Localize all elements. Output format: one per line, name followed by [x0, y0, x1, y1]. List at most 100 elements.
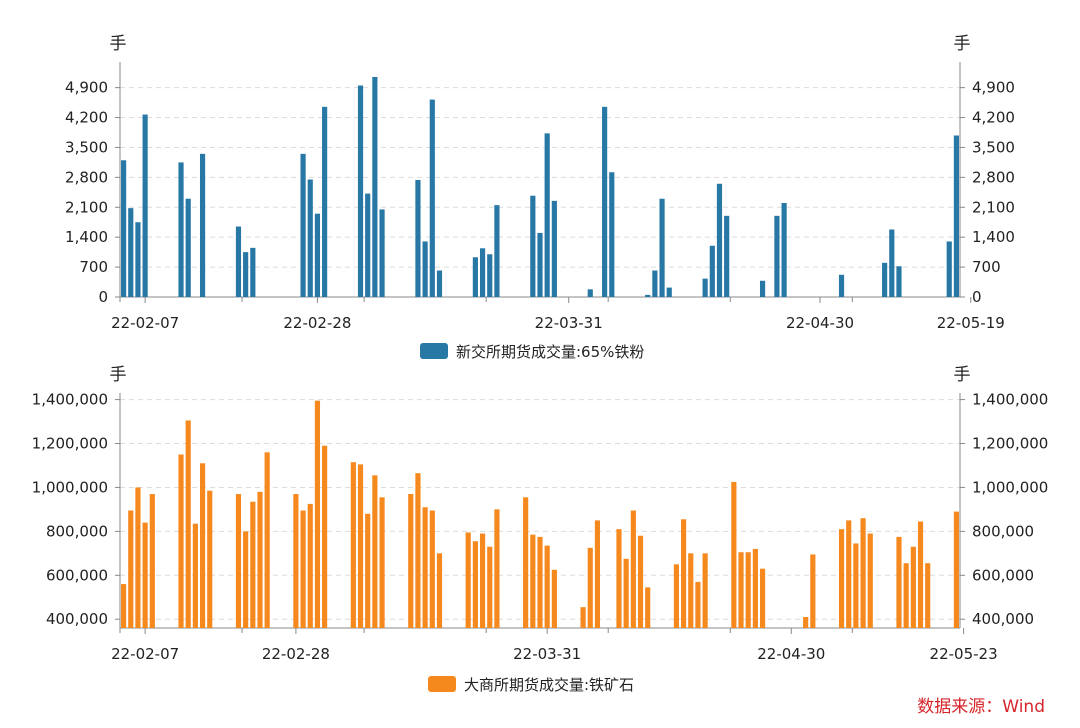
y-tick-label-right: 2,100 [972, 198, 1015, 216]
top-left-unit-label: 手 [110, 34, 127, 54]
bar [135, 487, 141, 628]
bar [243, 531, 249, 628]
bar [415, 473, 421, 628]
y-tick-label-right: 2,800 [972, 168, 1015, 186]
bar [479, 248, 486, 297]
x-tick-label: 22-02-28 [283, 314, 351, 332]
bar [322, 445, 328, 628]
bar [594, 520, 601, 628]
bar [587, 547, 593, 628]
bottom-legend-swatch [428, 676, 456, 692]
y-tick-label-right: 800,000 [972, 522, 1034, 540]
bar [307, 503, 313, 628]
bar [537, 536, 543, 628]
bar [185, 198, 191, 297]
bar [953, 135, 959, 297]
y-tick-label-left: 2,100 [65, 198, 108, 216]
bar [142, 114, 148, 297]
bar [314, 400, 321, 628]
bar [472, 257, 478, 297]
y-tick-label-left: 700 [79, 258, 108, 276]
x-tick-label: 22-02-07 [111, 314, 179, 332]
bar [666, 287, 672, 297]
y-tick-label-left: 4,900 [65, 79, 108, 97]
bar [300, 153, 306, 297]
bar [178, 162, 184, 297]
bar [896, 266, 902, 297]
bar [314, 213, 321, 297]
bar [838, 529, 845, 628]
bar [465, 532, 471, 628]
bar [357, 464, 364, 628]
x-tick-label: 22-04-30 [786, 314, 854, 332]
bar [587, 289, 593, 297]
bar [429, 99, 435, 297]
x-tick-label: 22-02-28 [262, 645, 330, 663]
bar [544, 545, 550, 628]
bar [745, 552, 751, 628]
x-tick-label: 22-05-23 [930, 645, 998, 663]
bar [487, 254, 493, 297]
bar [429, 510, 435, 628]
bottom-legend-label: 大商所期货成交量:铁矿石 [464, 676, 634, 694]
bar [422, 241, 428, 297]
y-tick-label-left: 2,800 [65, 168, 108, 186]
bar [372, 475, 378, 628]
bar [135, 222, 141, 297]
y-tick-label-right: 0 [972, 288, 982, 306]
bar [494, 509, 500, 628]
y-tick-label-right: 3,500 [972, 138, 1015, 156]
bar [946, 241, 952, 297]
bar [910, 546, 916, 628]
top-legend-label: 新交所期货成交量:65%铁粉 [456, 343, 644, 361]
bar [523, 497, 529, 628]
bar [688, 553, 694, 628]
y-tick-label-right: 400,000 [972, 610, 1034, 628]
y-tick-label-left: 4,200 [65, 109, 108, 127]
bar [551, 200, 557, 297]
bar [121, 160, 127, 297]
bar [882, 262, 888, 297]
bar [322, 106, 328, 297]
x-tick-label: 22-05-19 [937, 314, 1005, 332]
bar [759, 568, 766, 628]
bar [903, 563, 909, 628]
bar [487, 546, 493, 628]
bar [623, 558, 629, 628]
bar [192, 523, 198, 628]
y-tick-label-left: 1,200,000 [32, 435, 108, 453]
bar [652, 270, 658, 297]
y-tick-label-right: 1,400 [972, 228, 1015, 246]
bar [128, 510, 134, 628]
bottom-right-unit-label: 手 [954, 365, 971, 385]
bar [889, 229, 895, 297]
bar [853, 543, 859, 628]
y-tick-label-left: 1,400,000 [32, 391, 108, 409]
bar [731, 481, 737, 628]
bar [121, 584, 127, 628]
bar [257, 491, 263, 628]
bar [724, 215, 730, 297]
y-tick-label-left: 600,000 [46, 566, 108, 584]
y-tick-label-left: 3,500 [65, 138, 108, 156]
bar [537, 232, 543, 297]
bar [551, 569, 557, 628]
bar [178, 454, 184, 628]
bar [917, 521, 924, 628]
bar [602, 106, 608, 297]
bar [838, 274, 845, 297]
y-tick-label-left: 1,000,000 [32, 478, 108, 496]
bar [128, 208, 134, 297]
bar [738, 552, 744, 628]
bar [422, 507, 428, 628]
y-tick-label-right: 600,000 [972, 566, 1034, 584]
bar [846, 520, 852, 628]
y-tick-label-right: 4,200 [972, 109, 1015, 127]
y-tick-label-left: 400,000 [46, 610, 108, 628]
bar [379, 497, 385, 628]
bar [415, 179, 421, 297]
bar [149, 494, 155, 628]
bar [659, 198, 665, 297]
bottom-chart-panel: 手 手 大商所期货成交量:铁矿石 400,000 400,000 600,000 60… [32, 365, 1049, 694]
